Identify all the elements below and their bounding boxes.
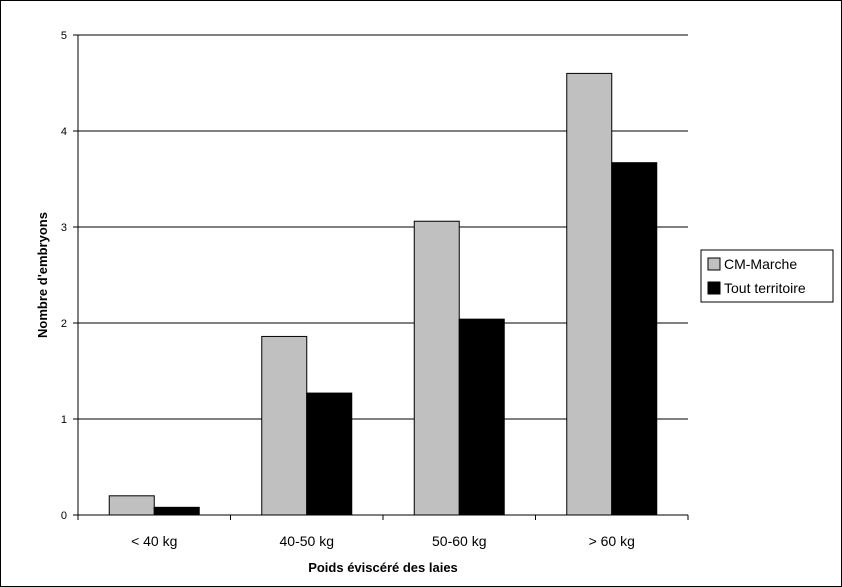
y-axis-title: Nombre d'embryons — [35, 212, 50, 338]
y-tick-label: 2 — [61, 318, 67, 330]
y-tick-label: 4 — [61, 126, 67, 138]
bar-tout-territoire — [153, 506, 200, 516]
legend: CM-Marche Tout territoire — [700, 249, 834, 303]
legend-swatch-tout-territoire — [707, 281, 721, 295]
y-tick-label: 5 — [61, 30, 67, 42]
bar-tout-territoire — [611, 162, 658, 516]
y-tick-label: 1 — [61, 414, 67, 426]
x-tick-labels: < 40 kg 40-50 kg 50-60 kg > 60 kg — [131, 533, 635, 549]
y-tick-label: 0 — [61, 510, 67, 522]
legend-box — [700, 249, 834, 303]
x-tick-label: 50-60 kg — [432, 533, 486, 549]
x-tick-label: < 40 kg — [131, 533, 177, 549]
axes — [73, 34, 689, 520]
x-tick-label: 40-50 kg — [280, 533, 334, 549]
x-axis-title: Poids éviscéré des laies — [308, 560, 458, 575]
bars — [108, 72, 658, 516]
y-tick-labels: 0 1 2 3 4 5 — [61, 30, 67, 522]
y-tick-label: 3 — [61, 222, 67, 234]
x-tick-label: > 60 kg — [589, 533, 635, 549]
bar-tout-territoire — [306, 392, 353, 516]
bar-tout-territoire — [458, 318, 505, 516]
bar-cm-marche — [108, 495, 155, 516]
bar-cm-marche — [413, 220, 460, 516]
bar-cm-marche — [566, 72, 613, 516]
bar-cm-marche — [261, 335, 308, 516]
legend-swatch-cm-marche — [707, 257, 721, 271]
legend-label-tout-territoire: Tout territoire — [724, 280, 806, 296]
legend-label-cm-marche: CM-Marche — [724, 256, 797, 272]
